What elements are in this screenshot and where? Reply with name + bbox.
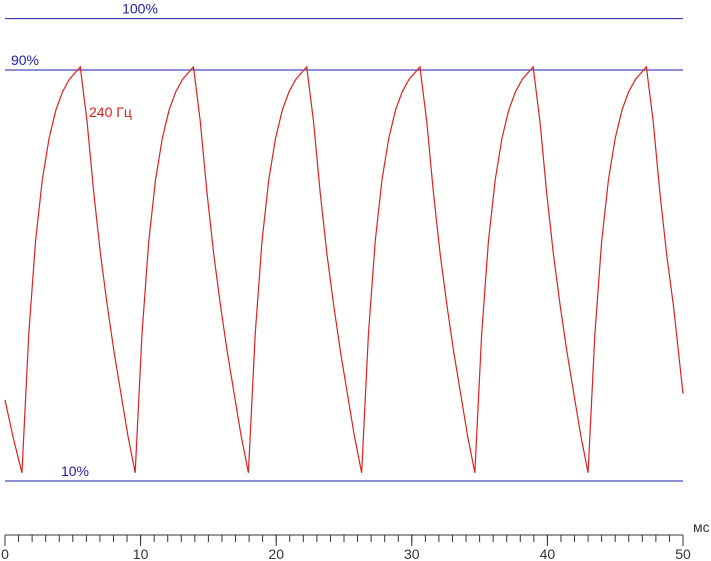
line-series	[4, 65, 684, 473]
x-tick-label: 20	[268, 546, 284, 561]
x-tick-label: 30	[404, 546, 420, 561]
x-axis-label: мс	[693, 519, 710, 535]
y-tick-label: 100%	[122, 1, 158, 17]
x-tick-label: 10	[133, 546, 149, 561]
y-tick-label: 10%	[61, 463, 89, 479]
x-tick-label: 0	[1, 546, 9, 561]
y-tick-label: 90%	[11, 52, 39, 68]
x-tick-label: 50	[675, 546, 691, 561]
x-tick-label: 40	[540, 546, 556, 561]
annotation: 240 Гц	[89, 104, 132, 120]
